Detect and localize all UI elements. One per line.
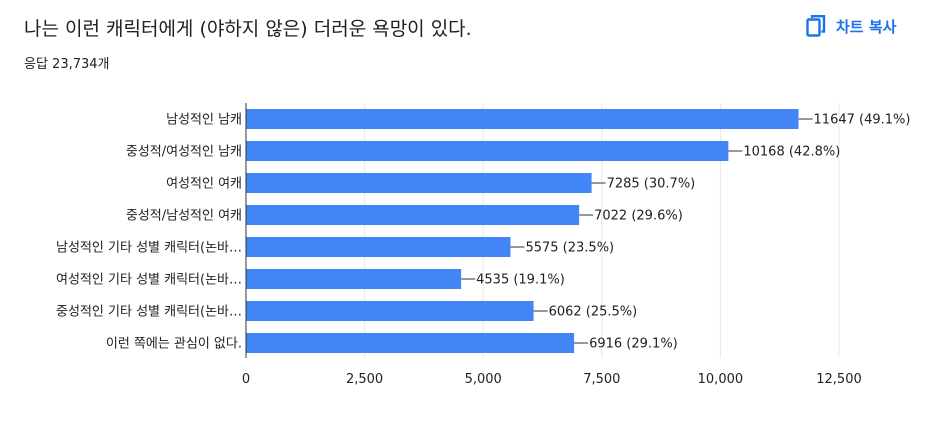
data-label: 6062 (25.5%): [549, 305, 638, 320]
x-tick-label: 7,500: [583, 372, 620, 387]
x-tick-label: 2,500: [346, 372, 383, 387]
category-label: 남성적인 기타 성별 캐릭터(논바…: [56, 241, 242, 256]
bar: [246, 173, 592, 193]
category-label: 이런 쪽에는 관심이 없다.: [106, 337, 242, 352]
category-label: 남성적인 남캐: [166, 113, 242, 128]
data-label: 7285 (30.7%): [607, 177, 696, 192]
category-label: 중성적/남성적인 여캐: [126, 209, 242, 224]
data-label: 11647 (49.1%): [814, 113, 911, 128]
x-tick-label: 5,000: [465, 372, 502, 387]
bar: [246, 301, 534, 321]
bar: [246, 237, 511, 257]
copy-chart-button[interactable]: 차트 복사: [806, 11, 896, 41]
response-count: 응답 23,734개: [24, 57, 110, 72]
category-label: 중성적/여성적인 남캐: [126, 145, 242, 160]
data-label: 7022 (29.6%): [594, 209, 683, 224]
bar: [246, 205, 580, 225]
data-label: 5575 (23.5%): [525, 241, 614, 256]
x-tick-label: 12,500: [816, 372, 862, 387]
data-label: 10168 (42.8%): [743, 145, 840, 160]
category-label: 여성적인 기타 성별 캐릭터(논바…: [56, 273, 242, 288]
x-tick-label: 10,000: [698, 372, 744, 387]
x-tick-label: 0: [242, 372, 250, 387]
bar: [246, 333, 575, 353]
copy-chart-label: 차트 복사: [836, 17, 897, 36]
category-label: 여성적인 여캐: [166, 177, 242, 192]
bar: [246, 269, 462, 289]
chart-title: 나는 이런 캐릭터에게 (야하지 않은) 더러운 욕망이 있다.: [24, 18, 472, 40]
bar: [246, 109, 799, 129]
category-label: 중성적인 기타 성별 캐릭터(논바…: [56, 305, 242, 320]
data-label: 4535 (19.1%): [476, 273, 565, 288]
bar: [246, 141, 729, 161]
data-label: 6916 (29.1%): [589, 337, 678, 352]
copy-icon: [806, 14, 826, 38]
